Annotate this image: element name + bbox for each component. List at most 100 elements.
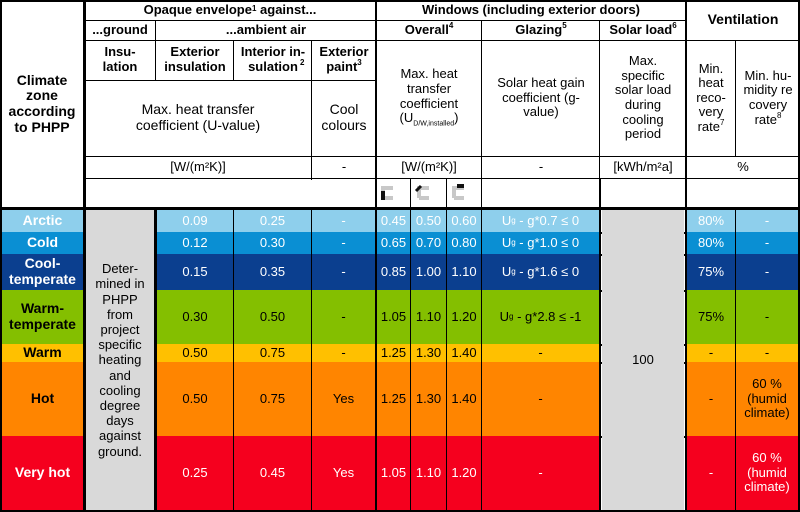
- header-insulation: Insu- lation: [102, 44, 138, 74]
- cell-paint: Yes: [312, 362, 375, 436]
- cell-w3: 1.20: [447, 290, 481, 344]
- cell-int: 0.75: [234, 362, 311, 436]
- unit-paint: -: [341, 158, 347, 174]
- frame-icon-middle: [414, 184, 429, 200]
- solar-load-label: Solar load: [609, 21, 673, 37]
- cell-int: 0.50: [234, 290, 311, 344]
- cell-paint: Yes: [312, 436, 375, 510]
- footnote-2: 2: [300, 58, 305, 67]
- cell-zone: Arctic: [2, 210, 83, 232]
- footnote-3: 3: [357, 58, 362, 67]
- opaque-envelope-label: Opaque envelope: [143, 1, 252, 17]
- glazing-label: Glazing: [515, 21, 563, 37]
- header-window-max-heat: Max. heat transfer coefficient (UD/W,ins…: [376, 40, 482, 156]
- cell-glazing: -: [482, 436, 599, 510]
- cell-w2: 0.50: [411, 210, 446, 232]
- header-ambient-air: ...ambient air: [225, 21, 307, 37]
- cell-int: 0.25: [234, 210, 311, 232]
- header-solar-heat-gain: Solar heat gain coefficient (g-value): [497, 75, 585, 120]
- cell-hum: -: [736, 254, 798, 290]
- header-min-heat-recovery: Min. heat reco- very rate7: [686, 40, 736, 156]
- cell-int: 0.30: [234, 232, 311, 254]
- cell-int: 0.75: [234, 344, 311, 362]
- header-opaque-envelope: Opaque envelope 1 against...: [84, 0, 376, 20]
- header-exterior-paint: Exterior paint3: [312, 40, 376, 80]
- cell-hum: 60 % (humid climate): [736, 362, 798, 436]
- cell-paint: -: [312, 232, 375, 254]
- cell-w2: 1.10: [411, 290, 446, 344]
- frame-icon-bottom-left: [381, 186, 393, 200]
- header-max-solar-load: Max. specific solar load during cooling …: [614, 53, 672, 142]
- min-heat-recovery-label: Min. heat reco- very rate: [696, 60, 726, 134]
- exterior-paint-label: Exterior paint: [319, 44, 369, 74]
- header-exterior-insulation: Exterior insulation: [164, 44, 226, 74]
- cell-hum: 60 % (humid climate): [736, 436, 798, 510]
- unit-window: [W/(m²K)]: [401, 158, 457, 174]
- cell-paint: -: [312, 344, 375, 362]
- footnote-4: 4: [448, 20, 454, 30]
- header-cool-colours: Cool colours: [321, 101, 367, 133]
- cell-hum: -: [736, 290, 798, 344]
- cell-hr: 75%: [687, 290, 735, 344]
- ground-note: Deter- mined in PHPP from project specif…: [86, 210, 154, 510]
- header-min-humidity-recovery: Min. hu- midity re covery rate8: [736, 40, 800, 156]
- cell-w2: 0.70: [411, 232, 446, 254]
- cell-paint: -: [312, 210, 375, 232]
- footnote-8: 8: [776, 110, 782, 120]
- cell-ext: 0.25: [157, 436, 233, 510]
- cell-zone: Warm: [2, 344, 83, 362]
- cell-hr: -: [687, 362, 735, 436]
- cell-paint: -: [312, 290, 375, 344]
- header-windows: Windows (including exterior doors): [422, 1, 640, 17]
- cell-zone: Hot: [2, 362, 83, 436]
- cell-w3: 0.80: [447, 232, 481, 254]
- footnote-7: 7: [719, 117, 725, 127]
- cell-w1: 0.65: [377, 232, 410, 254]
- cell-w1: 1.05: [377, 436, 410, 510]
- unit-solar-load: [kWh/m²a]: [613, 158, 673, 174]
- header-solar-load: Solar load6: [600, 20, 686, 40]
- frame-icon-top-right: [452, 184, 464, 200]
- cell-w1: 0.85: [377, 254, 410, 290]
- interior-insulation-label: Interior in- sulation: [240, 44, 306, 74]
- cell-hum: -: [736, 210, 798, 232]
- cell-zone: Warm- temperate: [2, 290, 83, 344]
- footnote-6: 6: [672, 20, 677, 30]
- footnote-1: 1: [251, 3, 257, 13]
- cell-w3: 1.10: [447, 254, 481, 290]
- cell-w3: 1.40: [447, 362, 481, 436]
- cell-ext: 0.15: [157, 254, 233, 290]
- cell-hum: -: [736, 232, 798, 254]
- solar-load-value: 100: [602, 210, 684, 510]
- cell-paint: -: [312, 254, 375, 290]
- window-max-heat-label: Max. heat transfer coefficient: [399, 66, 459, 111]
- cell-w1: 1.25: [377, 344, 410, 362]
- footnote-5: 5: [562, 20, 567, 30]
- cell-w2: 1.30: [411, 344, 446, 362]
- cell-zone: Cool- temperate: [2, 254, 83, 290]
- cell-w2: 1.30: [411, 362, 446, 436]
- header-interior-insulation: Interior in- sulation: [234, 40, 312, 80]
- cell-hr: -: [687, 344, 735, 362]
- cell-w1: 1.25: [377, 362, 410, 436]
- cell-glazing: -: [482, 344, 599, 362]
- cell-int: 0.45: [234, 436, 311, 510]
- cell-ext: 0.12: [157, 232, 233, 254]
- cell-ext: 0.50: [157, 344, 233, 362]
- unit-opaque: [W/(m²K)]: [170, 158, 226, 174]
- unit-ventilation: %: [737, 158, 749, 174]
- overall-label: Overall: [404, 21, 449, 37]
- window-u-symbol: (UD/W,installed): [399, 110, 459, 128]
- unit-glazing: -: [538, 158, 544, 174]
- cell-glazing: -: [482, 362, 599, 436]
- cell-w2: 1.00: [411, 254, 446, 290]
- cell-w3: 0.60: [447, 210, 481, 232]
- cell-hr: 80%: [687, 210, 735, 232]
- cell-w1: 1.05: [377, 290, 410, 344]
- cell-w3: 1.20: [447, 436, 481, 510]
- header-ventilation: Ventilation: [707, 11, 779, 28]
